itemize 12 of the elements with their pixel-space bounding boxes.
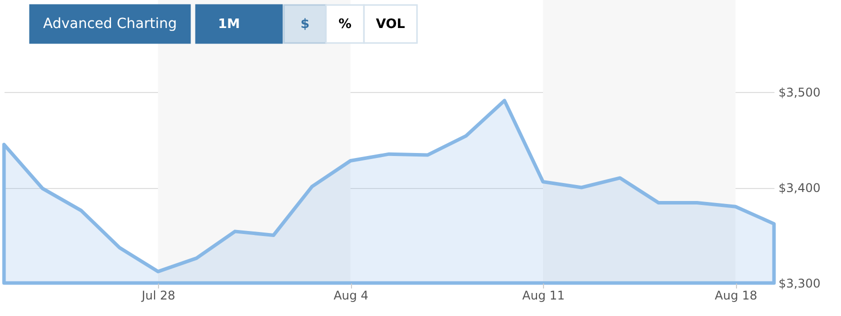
y-tick-label: $3,400: [778, 181, 820, 195]
x-tick-label: Aug 4: [334, 288, 368, 302]
text: VOL: [376, 17, 406, 32]
text: $: [300, 17, 310, 32]
x-tick-label: Aug 18: [714, 288, 758, 302]
text: Advanced Charting: [43, 16, 177, 32]
text: 1M: [218, 17, 240, 32]
x-tick-label: Aug 11: [522, 288, 565, 302]
x-tick-label: Jul 28: [140, 288, 176, 302]
y-tick-label: $3,500: [778, 86, 820, 100]
y-tick-label: $3,300: [778, 276, 820, 290]
text: %: [338, 17, 352, 32]
